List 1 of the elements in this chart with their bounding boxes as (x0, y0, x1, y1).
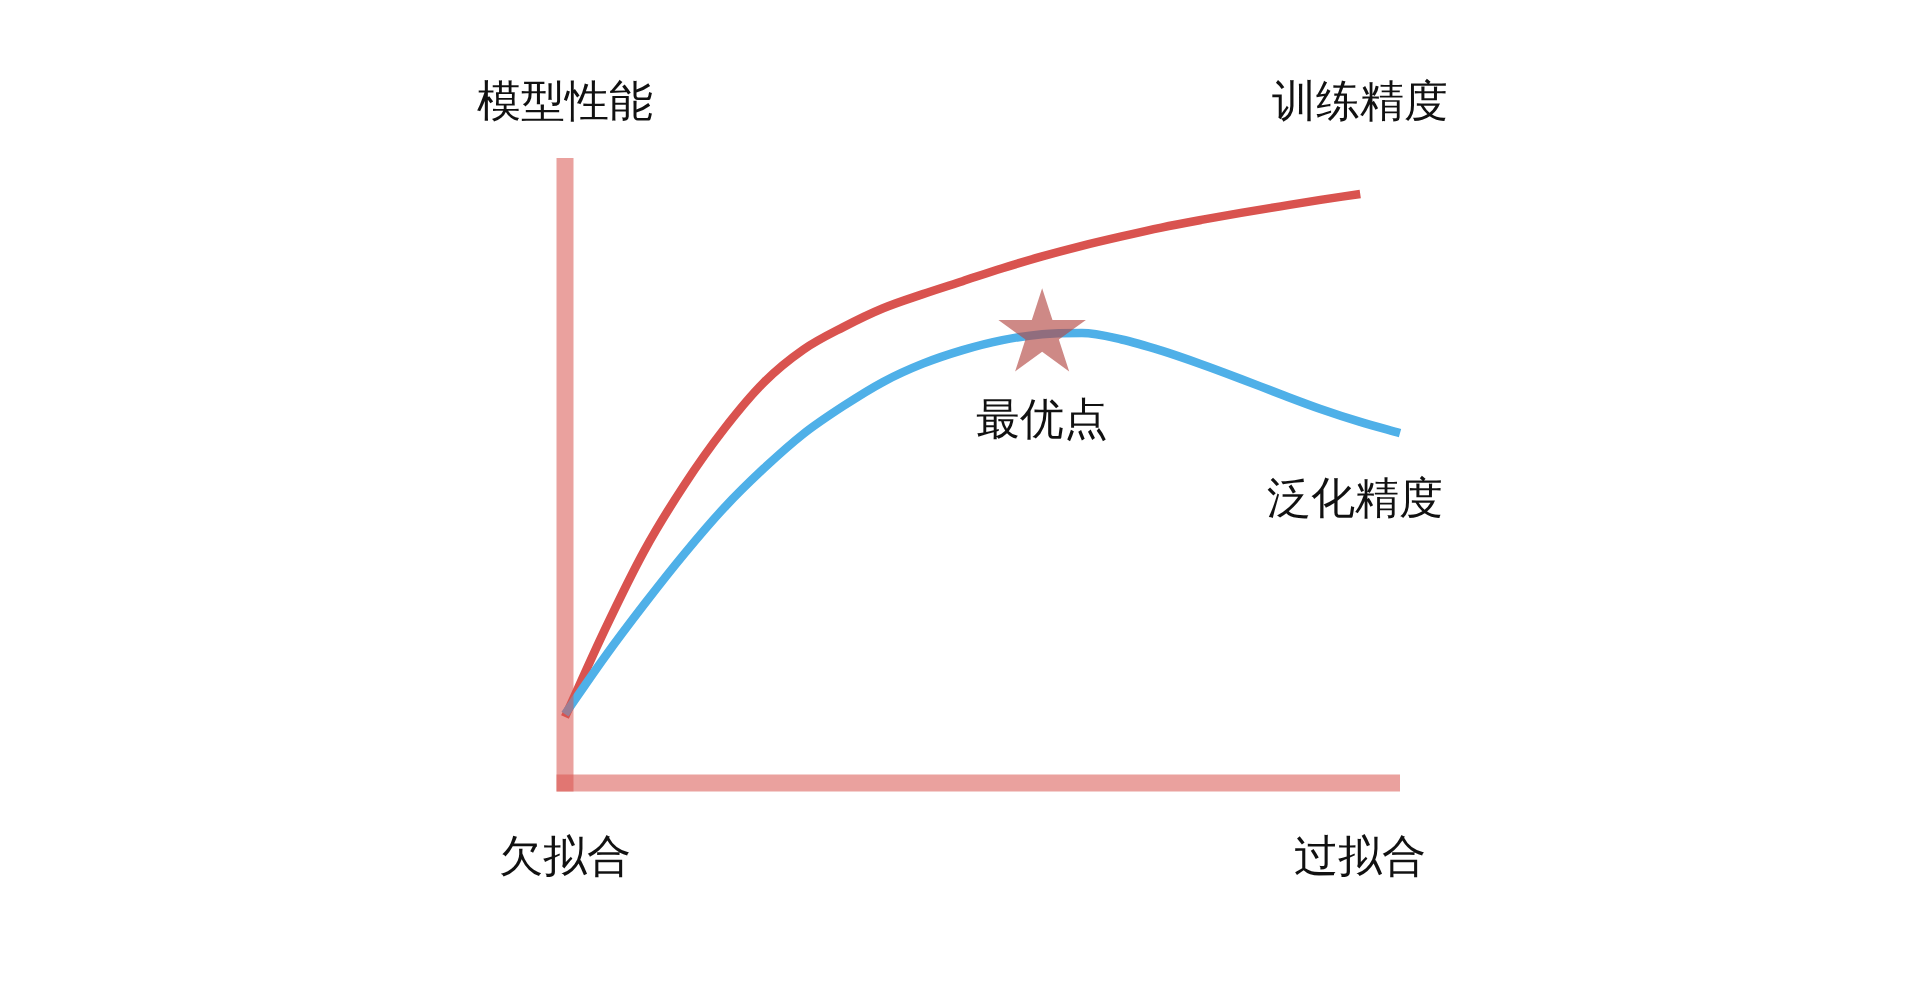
y-axis-title: 模型性能 (477, 75, 653, 125)
